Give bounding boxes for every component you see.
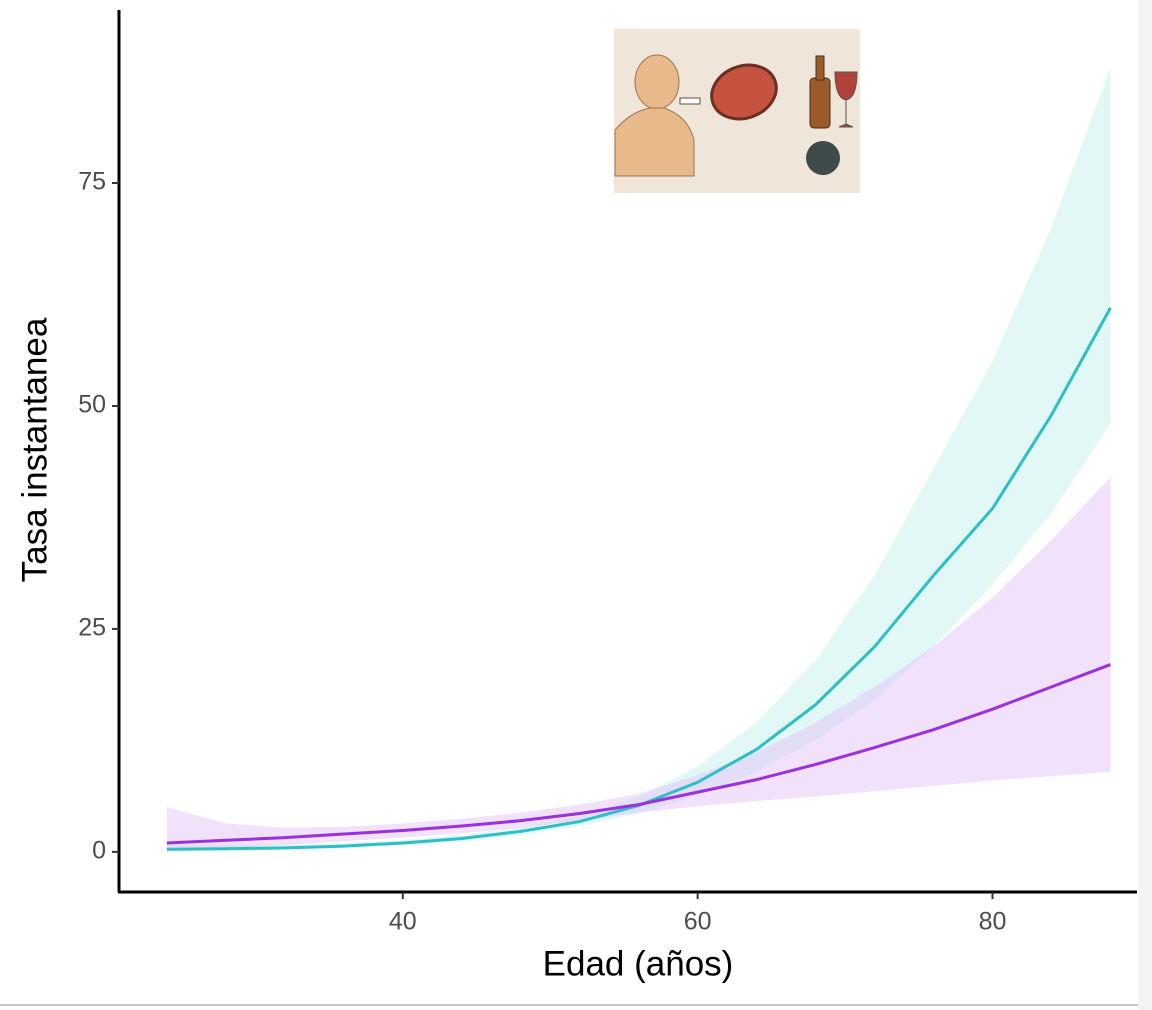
y-tick-label: 50 — [78, 391, 106, 419]
x-axis-title: Edad (años) — [543, 944, 734, 983]
inset-illustration — [614, 29, 860, 193]
x-tick-label: 60 — [684, 908, 712, 936]
body-icon — [615, 108, 694, 176]
y-tick-label: 75 — [78, 168, 106, 196]
x-tick-label: 80 — [979, 908, 1007, 936]
cigarette-icon — [680, 98, 700, 104]
bottle-neck-icon — [816, 56, 824, 80]
x-tick-label: 40 — [389, 908, 417, 936]
head-icon — [635, 55, 679, 109]
page: Edad (años) Tasa instantanea 0 25 50 75 40 60… — [0, 0, 1152, 1010]
side-strip — [1138, 0, 1152, 1010]
y-tick-label: 25 — [78, 614, 106, 642]
y-tick-label: 0 — [92, 836, 106, 864]
y-axis-title: Tasa instantanea — [15, 317, 54, 582]
chart: Edad (años) Tasa instantanea 0 25 50 75 40 60… — [0, 0, 1152, 1010]
bottle-icon — [810, 78, 830, 128]
microscope-icon — [806, 141, 840, 175]
